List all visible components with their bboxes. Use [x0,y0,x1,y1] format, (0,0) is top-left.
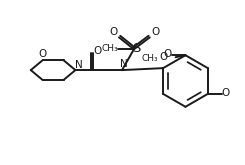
Text: O: O [38,49,47,59]
Text: O: O [221,88,230,98]
Text: S: S [132,42,140,55]
Text: O: O [163,49,172,59]
Text: O: O [152,27,160,37]
Text: O: O [109,27,117,37]
Text: CH₃: CH₃ [102,44,118,53]
Text: CH₃: CH₃ [141,54,158,63]
Text: N: N [120,59,128,69]
Text: N: N [75,60,83,70]
Text: O: O [159,52,168,62]
Text: O: O [93,46,101,56]
